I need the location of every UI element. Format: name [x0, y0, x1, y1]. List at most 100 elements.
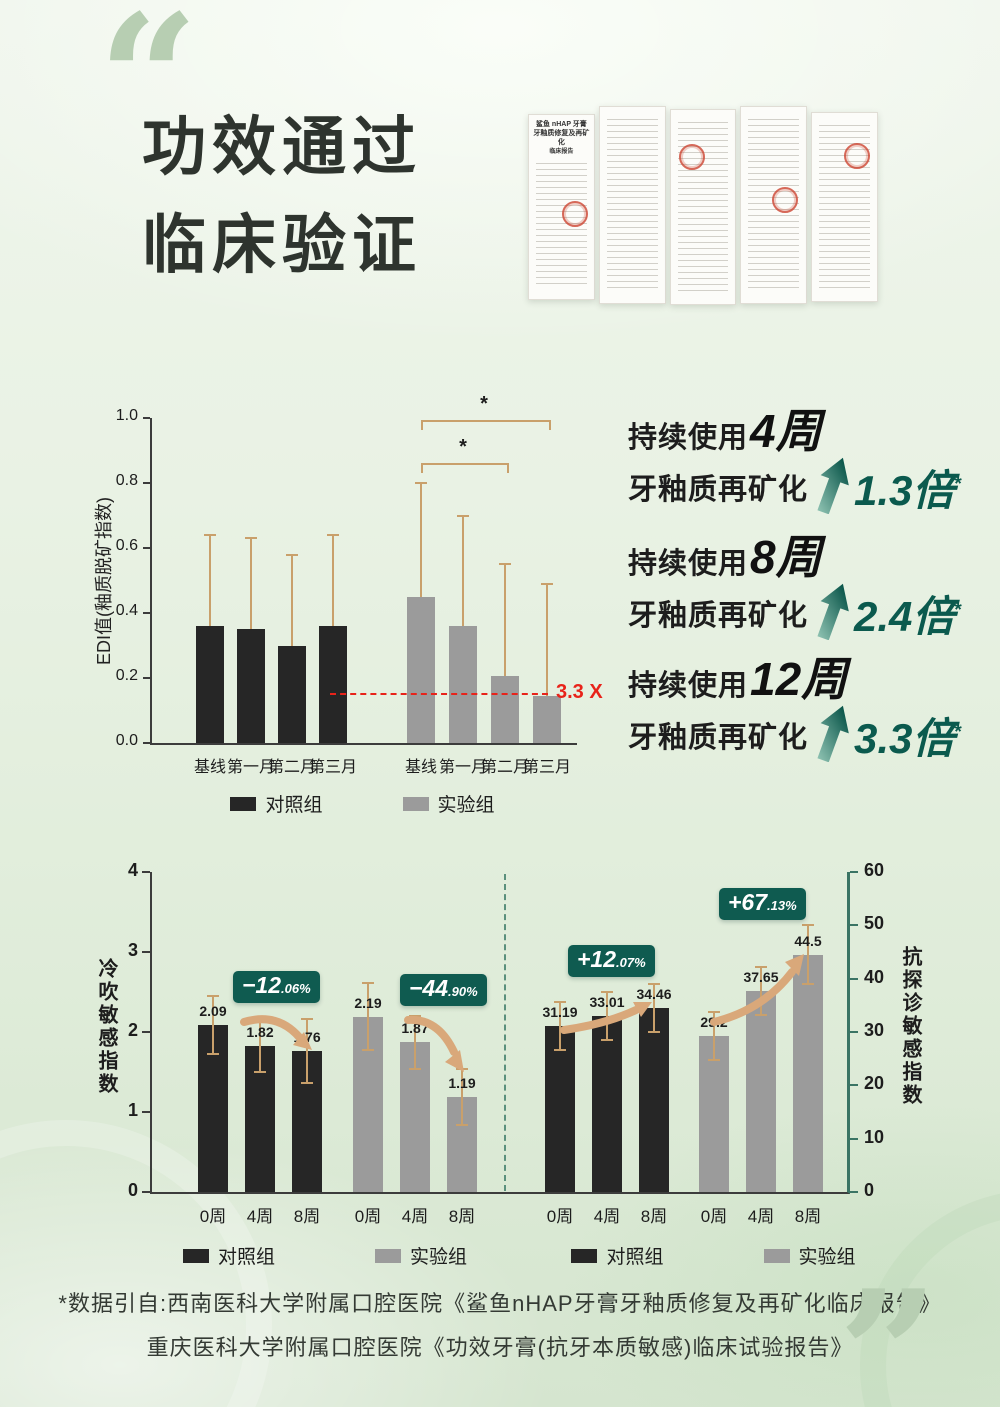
- error-bar: [504, 564, 506, 677]
- highlight-prefix: 持续使用: [628, 422, 749, 454]
- value-label: 31.19: [542, 1003, 578, 1020]
- value-label: 2.09: [199, 1002, 227, 1019]
- bar-right-对照组-0周: [545, 1025, 575, 1192]
- bar-right-实验组-4周: [746, 991, 776, 1192]
- error-bar: [462, 515, 464, 626]
- experiment-swatch: [375, 1248, 401, 1263]
- sens-chart-plot: 0 1 2 3 4 0 10 20 30 40 50 60 2.09 0周 1.82 4周 1.76 8周 2.19…: [128, 860, 884, 1226]
- sens-legend-left: 对照组 实验组: [150, 1242, 500, 1269]
- trend-arrow-down-icon: [404, 1015, 464, 1072]
- ratio-dashed-line: [330, 693, 548, 695]
- right-tick-label: 50: [864, 913, 885, 934]
- right-tick: [850, 871, 858, 873]
- x-category-label: 0周: [700, 1207, 728, 1226]
- error-cap: [301, 1082, 313, 1085]
- error-cap: [204, 534, 216, 536]
- highlight-4-weeks: 持续使用 4周 牙釉质再矿化 1.3倍 *: [628, 405, 998, 514]
- error-cap: [755, 1014, 767, 1017]
- probe-axis-label: 抗探诊敏感指数: [899, 946, 921, 1107]
- legend-item-control: 对照组: [571, 1242, 664, 1269]
- significance-bracket: [421, 420, 551, 430]
- legend-label-control: 对照组: [265, 795, 323, 816]
- report-document: [811, 112, 878, 302]
- bar-对照组-基线: [196, 626, 224, 743]
- error-cap: [648, 1031, 660, 1034]
- error-cap: [362, 1049, 374, 1052]
- error-cap: [802, 983, 814, 985]
- right-tick-label: 40: [864, 966, 885, 987]
- error-bar: [212, 996, 214, 1054]
- bar-right-对照组-4周: [592, 1015, 622, 1192]
- experiment-swatch: [402, 796, 429, 811]
- error-bar: [713, 1012, 715, 1061]
- badge-main: −12: [242, 972, 282, 998]
- error-cap: [708, 1011, 720, 1014]
- control-swatch: [230, 796, 257, 811]
- error-cap: [755, 966, 767, 969]
- edi-legend: 对照组 实验组: [150, 790, 575, 817]
- y-tick-label: 0.6: [115, 537, 138, 554]
- left-tick-label: 4: [127, 860, 138, 880]
- right-tick-label: 30: [864, 1020, 885, 1040]
- significance-star: *: [480, 393, 488, 415]
- error-cap: [601, 990, 613, 993]
- bar-实验组-基线: [407, 596, 435, 743]
- error-bar: [807, 925, 809, 984]
- cold-air-axis-label: 冷吹敏感指数: [95, 958, 117, 1096]
- y-tick: [143, 612, 150, 614]
- control-swatch: [571, 1248, 598, 1263]
- bar-right-实验组-0周: [699, 1036, 729, 1192]
- footnote-line2: 重庆医科大学附属口腔医院《功效牙膏(抗牙本质敏感)临床试验报告》: [146, 1335, 854, 1360]
- badge-main: −44: [409, 975, 449, 1001]
- value-label: 2.19: [354, 994, 382, 1011]
- trend-arrow-down-icon: [240, 1015, 312, 1050]
- error-cap: [456, 1123, 468, 1126]
- highlight-12-weeks: 持续使用 12周 牙釉质再矿化 3.3倍 *: [628, 653, 998, 762]
- x-category-label: 8周: [293, 1207, 321, 1226]
- x-category-label: 8周: [448, 1207, 476, 1226]
- bar-right-实验组-8周: [793, 954, 823, 1192]
- x-category-label: 8周: [640, 1207, 668, 1226]
- highlight-duration: 4周: [750, 405, 822, 457]
- legend-label-experiment: 实验组: [798, 1247, 856, 1268]
- error-cap: [409, 1067, 421, 1070]
- trend-arrow-up-icon: [710, 954, 804, 1026]
- x-category-label: 第一月: [438, 759, 487, 776]
- control-swatch: [182, 1248, 209, 1263]
- legend-item-experiment: 实验组: [763, 1242, 856, 1269]
- error-cap: [541, 582, 553, 585]
- page-title-line1: 功效通过: [142, 111, 422, 183]
- left-tick: [142, 1111, 150, 1113]
- badge-main: +12: [577, 946, 617, 972]
- bar-实验组-第三月: [533, 695, 561, 743]
- bar-对照组-第二月: [278, 645, 306, 743]
- error-bar: [461, 1068, 463, 1125]
- error-cap: [554, 1048, 566, 1051]
- value-label: 1.19: [448, 1074, 476, 1091]
- y-tick: [143, 547, 150, 549]
- y-tick: [143, 677, 150, 679]
- error-bar: [367, 983, 369, 1051]
- y-tick: [143, 482, 150, 484]
- highlight-duration: 12周: [750, 653, 848, 705]
- x-category-label: 8周: [794, 1207, 822, 1226]
- y-tick: [143, 417, 150, 419]
- legend-label-experiment: 实验组: [437, 795, 495, 816]
- y-tick-label: 0.8: [115, 472, 138, 489]
- report-document: [740, 106, 808, 304]
- x-category-label: 0周: [354, 1207, 382, 1226]
- page-title-line2: 临床验证: [142, 209, 422, 281]
- error-cap: [601, 1038, 613, 1041]
- left-tick-label: 0: [127, 1180, 138, 1200]
- significance-bracket: [421, 463, 509, 473]
- x-category-label: 第三月: [308, 759, 357, 776]
- value-label: 44.5: [794, 932, 822, 949]
- x-category-label: 第三月: [522, 759, 571, 776]
- highlight-prefix: 持续使用: [628, 548, 749, 580]
- right-tick: [850, 1191, 858, 1193]
- report-subtitle: 临床报告: [549, 149, 574, 156]
- up-arrow-icon: [817, 583, 849, 640]
- highlight-subject: 牙釉质再矿化: [628, 600, 809, 632]
- y-tick-label: 1.0: [115, 407, 138, 424]
- highlight-subject: 牙釉质再矿化: [628, 722, 809, 754]
